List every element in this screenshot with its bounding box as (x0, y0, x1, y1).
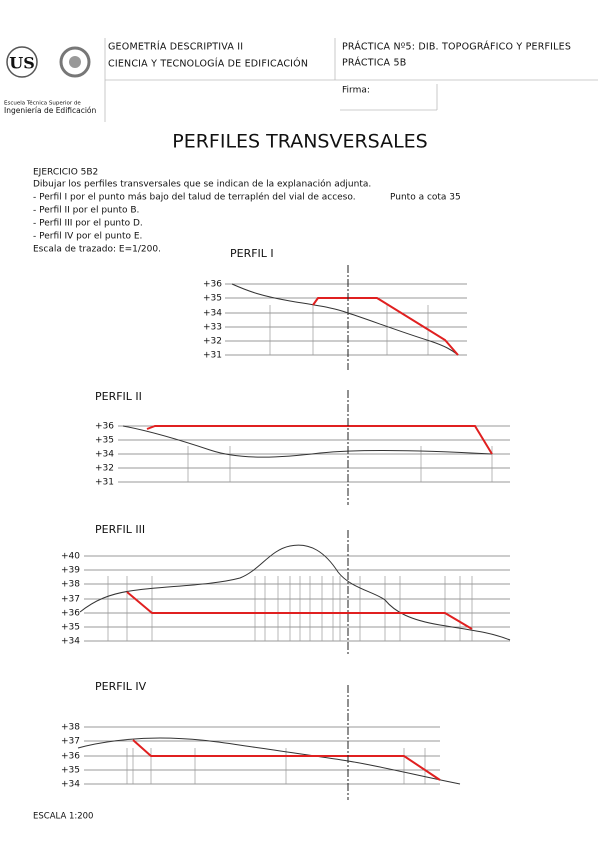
subject: GEOMETRÍA DESCRIPTIVA II (108, 41, 243, 53)
level-label: +36 (61, 752, 80, 762)
profile-label: PERFIL IV (95, 680, 147, 693)
level-label: +32 (203, 337, 222, 347)
level-label: +37 (61, 595, 80, 605)
profile-label: PERFIL II (95, 390, 142, 403)
level-label: +34 (61, 780, 80, 790)
scale-note: Escala de trazado: E=1/200. (33, 245, 161, 255)
level-label: +39 (61, 566, 80, 576)
level-label: +34 (203, 309, 222, 319)
level-label: +35 (95, 436, 114, 446)
item: - Perfil III por el punto D. (33, 219, 143, 229)
platform (312, 297, 459, 356)
level-label: +34 (95, 450, 114, 460)
terrain (77, 737, 461, 785)
signature: Firma: (342, 86, 370, 96)
school-line1: Escuela Técnica Superior de (4, 100, 81, 107)
footer-scale: ESCALA 1:200 (33, 812, 93, 822)
terrain (79, 544, 511, 641)
note: Punto a cota 35 (390, 193, 461, 203)
instruction: Dibujar los perfiles transversales que s… (33, 179, 371, 190)
level-label: +40 (61, 552, 80, 562)
level-label: +33 (203, 323, 222, 333)
svg-text:US: US (9, 54, 35, 73)
platform (132, 739, 441, 781)
logo: US (6, 46, 91, 78)
level-label: +35 (203, 294, 222, 304)
school-line2: Ingeniería de Edificación (4, 106, 97, 115)
level-label: +38 (61, 723, 80, 733)
platform (146, 425, 493, 455)
level-label: +32 (95, 464, 114, 474)
level-label: +31 (203, 351, 222, 361)
header-frame (104, 38, 598, 122)
item: - Perfil I por el punto más bajo del tal… (33, 192, 356, 203)
level-label: +35 (61, 766, 80, 776)
level-label: +34 (61, 637, 80, 647)
level-label: +36 (61, 609, 80, 619)
level-label: +37 (61, 737, 80, 747)
item: - Perfil IV por el punto E. (33, 232, 142, 242)
level-label: +35 (61, 623, 80, 633)
degree: CIENCIA Y TECNOLOGÍA DE EDIFICACIÓN (108, 58, 308, 70)
level-label: +36 (95, 422, 114, 432)
level-label: +38 (61, 580, 80, 590)
practice: PRÁCTICA Nº5: DIB. TOPOGRÁFICO Y PERFILE… (342, 41, 571, 53)
profile-label: PERFIL I (230, 247, 274, 260)
page-title: PERFILES TRANSVERSALES (172, 131, 427, 153)
platform (126, 591, 473, 630)
exercise-heading: EJERCICIO 5B2 (33, 168, 98, 178)
level-label: +36 (203, 280, 222, 290)
terrain (122, 425, 493, 458)
item: - Perfil II por el punto B. (33, 206, 139, 216)
profile-label: PERFIL III (95, 523, 145, 536)
practice-code: PRÁCTICA 5B (342, 57, 406, 69)
level-label: +31 (95, 478, 114, 488)
terrain (231, 283, 459, 356)
